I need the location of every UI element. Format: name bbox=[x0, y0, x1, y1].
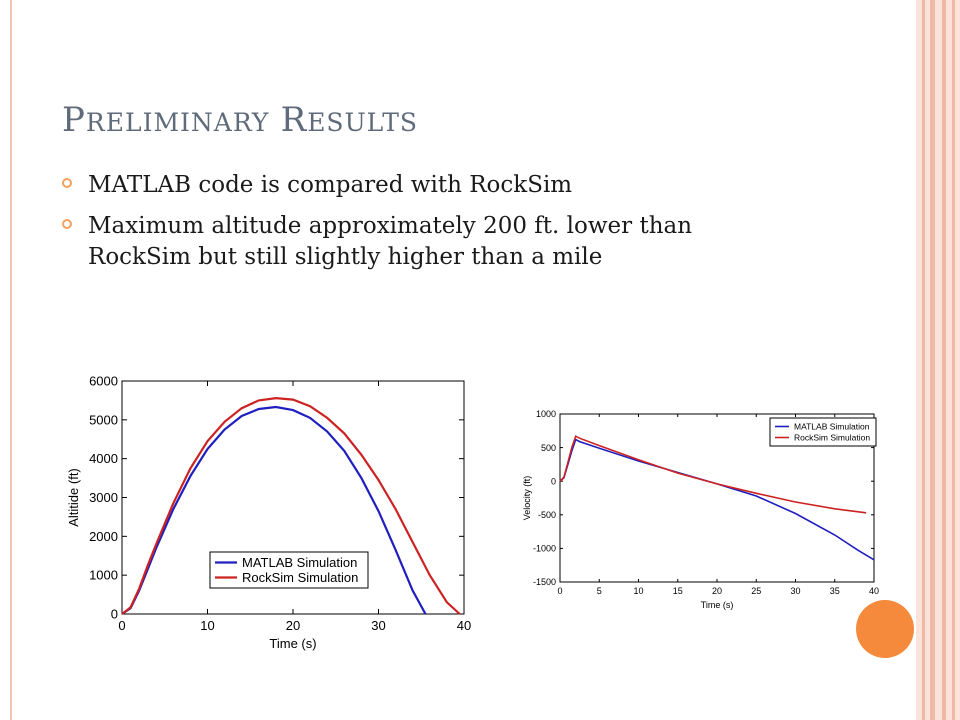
x-axis-label: Time (s) bbox=[269, 636, 316, 651]
y-tick-label: 3000 bbox=[89, 490, 118, 505]
legend-label: MATLAB Simulation bbox=[794, 421, 870, 431]
decorative-orange-circle bbox=[856, 600, 914, 658]
x-tick-label: 0 bbox=[557, 586, 562, 596]
y-tick-label: 0 bbox=[111, 607, 118, 622]
x-tick-label: 35 bbox=[830, 586, 840, 596]
x-tick-label: 30 bbox=[371, 618, 385, 633]
left-frame-line bbox=[10, 0, 12, 720]
y-tick-label: -1000 bbox=[533, 544, 556, 554]
slide-title: PRELIMINARY RESULTS bbox=[62, 100, 418, 140]
legend-box bbox=[209, 551, 369, 589]
series-line bbox=[121, 396, 461, 615]
x-tick-label: 40 bbox=[869, 586, 879, 596]
y-tick-label: 2000 bbox=[89, 529, 118, 544]
legend-label: RockSim Simulation bbox=[242, 570, 358, 585]
y-tick-label: 1000 bbox=[536, 409, 556, 419]
series-line bbox=[121, 405, 427, 615]
bullet-list: MATLAB code is compared with RockSim Max… bbox=[62, 170, 762, 283]
bullet-item: Maximum altitude approximately 200 ft. l… bbox=[62, 211, 762, 273]
x-tick-label: 20 bbox=[712, 586, 722, 596]
altitude-chart: 0 10 20 30 40 0 1000 2000 3000 4000 5000 6000 Time (… bbox=[66, 374, 471, 651]
x-tick-label: 25 bbox=[751, 586, 761, 596]
bullet-circle-icon bbox=[62, 178, 72, 188]
y-tick-label: -1500 bbox=[533, 577, 556, 587]
x-tick-label: 30 bbox=[790, 586, 800, 596]
x-tick-label: 10 bbox=[200, 618, 214, 633]
legend-box bbox=[769, 417, 877, 447]
y-tick-label: 5000 bbox=[89, 412, 118, 427]
x-tick-label: 40 bbox=[457, 618, 471, 633]
x-tick-label: 0 bbox=[118, 618, 125, 633]
y-tick-label: -500 bbox=[538, 510, 556, 520]
series-line bbox=[559, 435, 867, 514]
legend-label: MATLAB Simulation bbox=[242, 555, 357, 570]
y-tick-label: 1000 bbox=[89, 568, 118, 583]
y-axis-label: Velocity (ft) bbox=[522, 476, 532, 521]
x-tick-label: 20 bbox=[286, 618, 300, 633]
legend-label: RockSim Simulation bbox=[794, 432, 870, 442]
y-tick-label: 500 bbox=[541, 443, 556, 453]
y-tick-label: 6000 bbox=[89, 374, 118, 389]
right-decor-stripes bbox=[916, 0, 960, 720]
y-axis-label: Altitide (ft) bbox=[66, 468, 81, 527]
velocity-chart: 0 5 10 15 20 25 30 35 40 -1500 -1000 -500 0 500 1000 Ti… bbox=[522, 409, 879, 610]
x-axis-label: Time (s) bbox=[701, 600, 734, 610]
x-tick-label: 15 bbox=[673, 586, 683, 596]
x-tick-label: 10 bbox=[633, 586, 643, 596]
y-tick-label: 4000 bbox=[89, 451, 118, 466]
bullet-circle-icon bbox=[62, 219, 72, 229]
y-tick-label: 0 bbox=[551, 476, 556, 486]
x-tick-label: 5 bbox=[597, 586, 602, 596]
bullet-item: MATLAB code is compared with RockSim bbox=[62, 170, 762, 201]
